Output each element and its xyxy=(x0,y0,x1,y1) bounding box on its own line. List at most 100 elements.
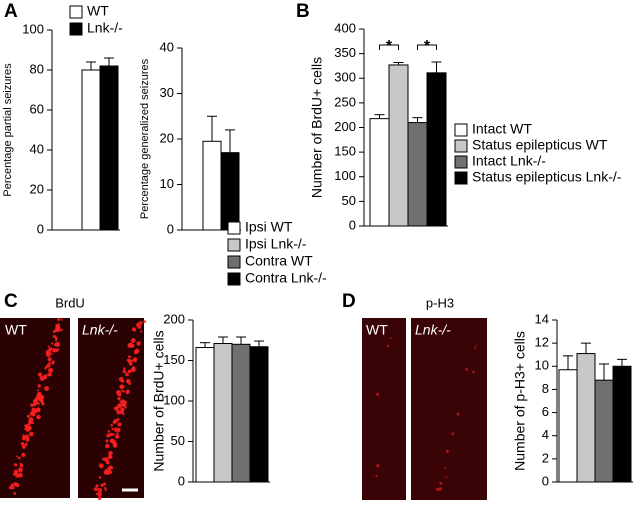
image-label: WT xyxy=(5,322,27,338)
cell-dot xyxy=(48,361,51,365)
cell-dot xyxy=(120,410,124,415)
cell-dot xyxy=(125,372,129,377)
image-label: Lnk-/- xyxy=(82,322,118,338)
image-label: Lnk-/- xyxy=(415,322,451,338)
cell-dot xyxy=(52,335,57,339)
cell-dot xyxy=(140,330,143,333)
cell-dot xyxy=(16,455,19,458)
cell-dot xyxy=(47,372,51,377)
legend-label: Status epilepticus Lnk-/- xyxy=(472,169,622,185)
y-tick-label: 200 xyxy=(163,311,185,326)
bar xyxy=(594,379,614,483)
cell-dot xyxy=(389,337,392,339)
cell-dot xyxy=(105,460,110,465)
y-tick-label: 50 xyxy=(342,193,356,208)
cell-dot xyxy=(130,344,134,347)
cell-dot xyxy=(13,469,19,474)
micrograph xyxy=(362,318,406,500)
cell-dot xyxy=(121,402,127,408)
cell-dot xyxy=(116,432,119,435)
bar xyxy=(195,347,215,483)
cell-dot xyxy=(116,390,121,395)
cell-dot xyxy=(32,413,36,417)
bar xyxy=(426,72,447,227)
cell-dot xyxy=(138,321,143,326)
cell-dot xyxy=(98,463,104,469)
legend-swatch xyxy=(227,221,241,235)
y-tick-label: 150 xyxy=(334,144,356,159)
cell-dot xyxy=(38,397,44,403)
cell-dot xyxy=(93,487,98,492)
y-axis-label: Number of BrdU+ cells xyxy=(309,57,325,198)
cell-dot xyxy=(112,433,115,436)
significance-bracket xyxy=(379,44,399,50)
cell-dot xyxy=(112,443,118,448)
cell-dot xyxy=(131,359,134,362)
cell-dot xyxy=(57,317,61,321)
cell-dot xyxy=(123,367,126,370)
y-tick-label: 6 xyxy=(542,404,549,419)
y-tick-label: 60 xyxy=(30,101,44,116)
cell-dot xyxy=(13,482,18,487)
y-axis-label: Percentage partial seizures xyxy=(2,63,14,197)
cell-dot xyxy=(444,467,446,470)
cell-dot xyxy=(105,443,110,449)
image-title: BrdU xyxy=(55,295,85,310)
y-tick-label: 0 xyxy=(542,473,549,488)
cell-dot xyxy=(10,483,14,487)
y-tick-label: 40 xyxy=(30,141,44,156)
bar xyxy=(576,353,596,483)
panel-label: A xyxy=(4,1,18,22)
y-tick-label: 100 xyxy=(334,168,356,183)
cell-dot xyxy=(387,344,390,348)
cell-dot xyxy=(29,431,34,437)
cell-dot xyxy=(24,434,30,440)
cell-dot xyxy=(117,422,122,427)
cell-dot xyxy=(33,409,38,414)
cell-dot xyxy=(132,366,135,369)
cell-dot xyxy=(44,386,50,391)
y-tick-label: 350 xyxy=(334,45,356,60)
cell-dot xyxy=(100,483,104,487)
cell-dot xyxy=(475,345,478,347)
legend-label: Contra Lnk-/- xyxy=(245,270,327,286)
cell-dot xyxy=(37,402,40,405)
y-tick-label: 200 xyxy=(334,119,356,134)
image-title: p-H3 xyxy=(426,295,454,310)
legend-label: Intact Lnk-/- xyxy=(472,153,546,169)
panel-label: C xyxy=(4,291,18,312)
cell-dot xyxy=(37,391,42,397)
bar xyxy=(388,64,409,227)
y-tick-label: 20 xyxy=(30,181,44,196)
cell-dot xyxy=(117,396,121,401)
cell-dot xyxy=(108,450,113,456)
cell-dot xyxy=(97,496,102,501)
cell-dot xyxy=(8,485,13,490)
cell-dot xyxy=(445,476,448,479)
bar xyxy=(407,122,428,227)
cell-dot xyxy=(55,339,58,342)
cell-dot xyxy=(37,384,41,388)
significance-label: * xyxy=(386,38,393,55)
cell-dot xyxy=(60,329,63,332)
y-tick-label: 30 xyxy=(160,85,174,100)
cell-dot xyxy=(36,414,41,420)
cell-dot xyxy=(116,418,120,422)
cell-dot xyxy=(116,409,121,415)
cell-dot xyxy=(126,358,130,362)
cell-dot xyxy=(13,492,17,495)
cell-dot xyxy=(46,363,51,368)
cell-dot xyxy=(24,442,28,446)
cell-dot xyxy=(127,369,132,374)
cell-dot xyxy=(102,457,106,461)
cell-dot xyxy=(17,467,23,473)
cell-dot xyxy=(130,367,136,373)
cell-dot xyxy=(11,486,15,490)
cell-dot xyxy=(51,361,55,365)
cell-dot xyxy=(45,349,51,355)
cell-dot xyxy=(55,336,58,340)
cell-dot xyxy=(43,375,48,380)
bar xyxy=(220,152,240,231)
bar xyxy=(99,65,119,231)
cell-dot xyxy=(120,389,123,392)
